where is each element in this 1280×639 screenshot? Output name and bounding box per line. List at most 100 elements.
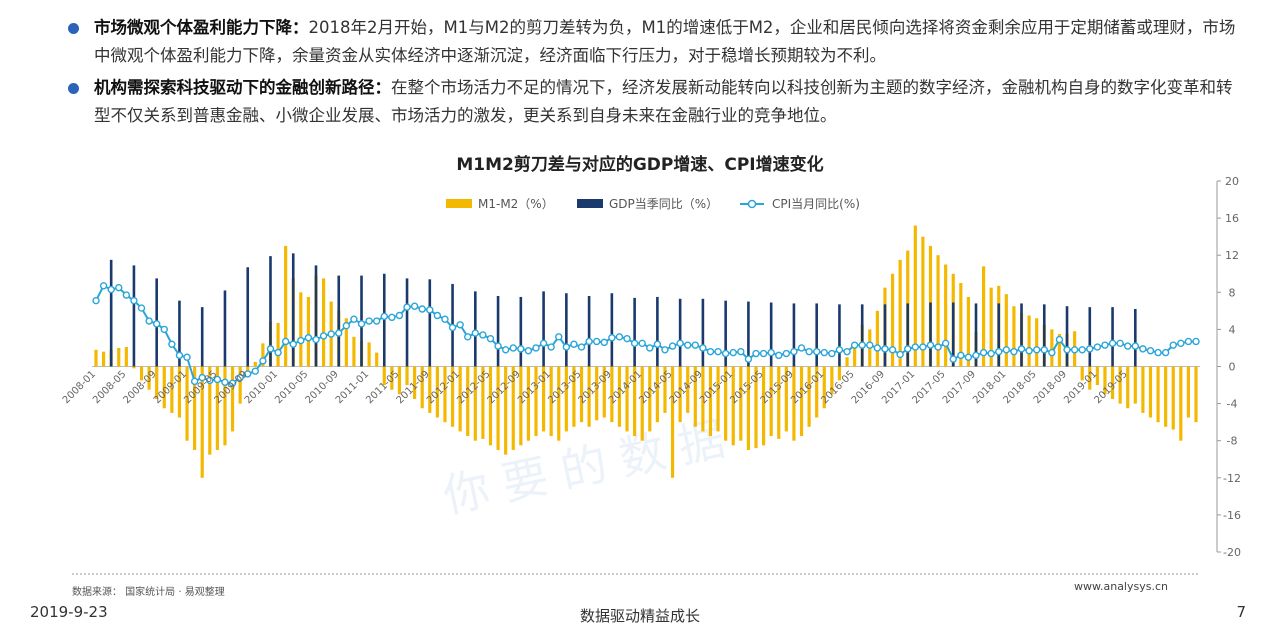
bullet-dot-icon xyxy=(68,83,79,94)
y-tick-label: -20 xyxy=(1223,546,1241,559)
point-cpi xyxy=(547,343,555,351)
bar-m1m2 xyxy=(807,366,811,427)
point-cpi xyxy=(1161,348,1170,357)
point-cpi xyxy=(289,340,297,348)
y-tick-label: 12 xyxy=(1225,249,1239,262)
point-cpi xyxy=(843,347,851,356)
bar-m1m2 xyxy=(466,366,470,437)
bar-m1m2 xyxy=(815,366,819,418)
footer-slogan: 数据驱动精益成长 xyxy=(579,607,700,625)
bar-gdp xyxy=(701,298,705,367)
point-cpi xyxy=(1055,335,1064,344)
bar-m1m2 xyxy=(784,366,788,432)
point-cpi xyxy=(160,325,168,334)
bar-m1m2 xyxy=(390,366,394,390)
point-cpi xyxy=(911,343,920,351)
bar-m1m2 xyxy=(413,366,417,399)
bar-m1m2 xyxy=(1080,366,1084,381)
bar-m1m2 xyxy=(693,366,697,427)
bar-m1m2 xyxy=(147,366,151,390)
bar-m1m2 xyxy=(117,347,121,367)
bar-gdp xyxy=(610,293,614,367)
point-cpi xyxy=(577,343,586,351)
bar-m1m2 xyxy=(1194,366,1198,423)
bar-gdp xyxy=(838,304,841,367)
point-cpi xyxy=(949,355,957,363)
line-cpi xyxy=(95,284,1196,385)
bar-m1m2 xyxy=(344,318,348,367)
point-cpi xyxy=(684,341,692,349)
point-cpi xyxy=(562,343,571,351)
bar-gdp xyxy=(929,302,932,367)
bar-m1m2 xyxy=(450,366,455,427)
point-cpi xyxy=(714,347,722,356)
bar-m1m2 xyxy=(625,366,629,432)
point-cpi xyxy=(1116,339,1124,348)
point-cpi xyxy=(881,345,889,353)
bar-m1m2 xyxy=(534,366,538,437)
point-cpi xyxy=(964,353,973,361)
bar-m1m2 xyxy=(769,366,773,437)
bar-m1m2 xyxy=(352,336,356,367)
bar-m1m2 xyxy=(1103,366,1107,395)
point-cpi xyxy=(175,351,184,360)
bar-gdp xyxy=(428,279,432,367)
bullet-item-1: 市场微观个体盈利能力下降：2018年2月开始，M1与M2的剪刀差转为负，M1的增… xyxy=(62,14,1242,70)
point-cpi xyxy=(661,346,669,354)
bar-m1m2 xyxy=(602,366,606,418)
bar-gdp xyxy=(1042,304,1046,367)
bar-m1m2 xyxy=(526,366,531,441)
bar-gdp xyxy=(405,278,409,367)
bar-m1m2 xyxy=(1148,366,1153,418)
point-cpi xyxy=(570,340,578,348)
point-cpi xyxy=(744,355,753,363)
bar-m1m2 xyxy=(1171,366,1175,430)
point-cpi xyxy=(608,334,616,342)
point-cpi xyxy=(623,334,631,343)
bar-m1m2 xyxy=(261,343,265,367)
bar-gdp xyxy=(200,307,204,367)
bar-gdp xyxy=(633,297,636,367)
bar-m1m2 xyxy=(139,366,144,381)
point-cpi xyxy=(456,321,464,329)
point-cpi xyxy=(365,317,373,325)
point-cpi xyxy=(987,349,995,358)
chart-title: M1M2剪刀差与对应的GDP增速、CPI增速变化 xyxy=(456,155,824,175)
point-cpi xyxy=(433,311,442,320)
point-cpi xyxy=(790,347,798,356)
point-cpi xyxy=(426,306,434,314)
point-cpi xyxy=(228,379,237,387)
point-cpi xyxy=(1032,346,1041,354)
bullet-list: 市场微观个体盈利能力下降：2018年2月开始，M1与M2的剪刀差转为负，M1的增… xyxy=(62,14,1242,134)
point-cpi xyxy=(509,344,517,352)
bar-gdp xyxy=(1134,308,1137,367)
point-cpi xyxy=(1169,341,1177,349)
bar-m1m2 xyxy=(1110,366,1115,399)
bar-m1m2 xyxy=(473,366,477,441)
point-cpi xyxy=(539,339,548,348)
bar-m1m2 xyxy=(511,366,515,450)
point-cpi xyxy=(312,335,320,344)
y-tick-label: -4 xyxy=(1227,398,1238,411)
bar-m1m2 xyxy=(1012,306,1016,367)
point-cpi xyxy=(418,305,426,313)
bar-m1m2 xyxy=(890,273,895,367)
point-cpi xyxy=(1108,339,1117,348)
bar-m1m2 xyxy=(162,366,166,409)
bullet-title: 市场微观个体盈利能力下降： xyxy=(94,18,309,37)
bar-gdp xyxy=(178,300,181,367)
bar-gdp xyxy=(109,259,113,367)
bar-m1m2 xyxy=(822,366,826,409)
bar-m1m2 xyxy=(701,366,705,432)
point-cpi xyxy=(592,337,601,346)
bullet-text: 在整个市场活力不足的情况下，经济发展新动能转向以科技创新为主题的数字经济，金融机… xyxy=(94,78,1233,125)
point-cpi xyxy=(630,339,639,348)
page-number: 7 xyxy=(1236,603,1246,621)
bar-gdp xyxy=(496,296,500,367)
point-cpi xyxy=(585,337,593,346)
bar-m1m2 xyxy=(488,366,493,446)
bullet-dot-icon xyxy=(68,23,79,34)
point-cpi xyxy=(638,339,646,348)
point-cpi xyxy=(896,350,904,359)
bar-gdp xyxy=(1065,306,1069,367)
